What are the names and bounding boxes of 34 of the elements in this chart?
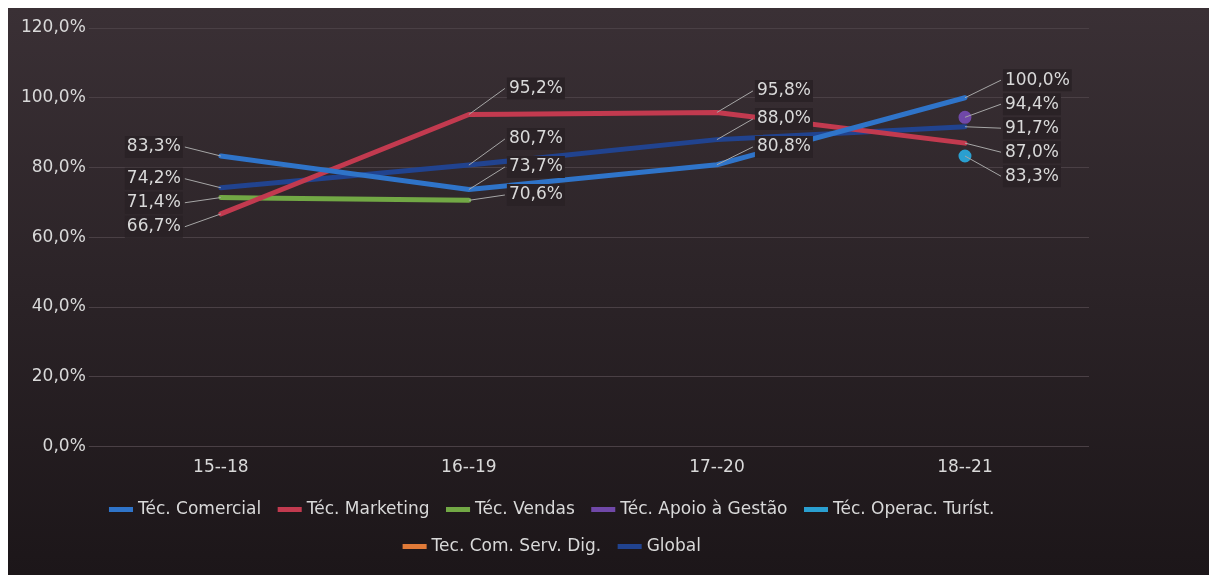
- data-label: 88,0%: [756, 107, 811, 128]
- legend-label: Global: [646, 534, 701, 555]
- data-label: 87,0%: [1004, 140, 1059, 161]
- y-tick-label: 120,0%: [20, 16, 86, 37]
- y-tick-label: 100,0%: [20, 86, 86, 107]
- legend-label: Téc. Marketing: [305, 497, 430, 518]
- data-label: 71,4%: [126, 191, 181, 212]
- y-tick-label: 20,0%: [31, 365, 86, 386]
- x-tick-label: 18--21: [937, 456, 993, 477]
- y-tick-label: 80,0%: [31, 155, 86, 176]
- data-label: 83,3%: [1004, 164, 1059, 185]
- y-tick-label: 60,0%: [31, 225, 86, 246]
- x-tick-label: 15--18: [193, 456, 249, 477]
- legend-label: Téc. Apoio à Gestão: [619, 497, 788, 518]
- x-tick-label: 17--20: [689, 456, 745, 477]
- data-label: 100,0%: [1004, 68, 1070, 89]
- data-label: 80,7%: [508, 127, 563, 148]
- x-tick-label: 16--19: [441, 456, 497, 477]
- data-label: 74,2%: [126, 167, 181, 188]
- legend-label: Téc. Comercial: [136, 497, 262, 518]
- data-label: 70,6%: [508, 183, 563, 204]
- data-label: 80,8%: [756, 135, 811, 156]
- legend-label: Téc. Vendas: [474, 497, 575, 518]
- data-label: 91,7%: [1004, 116, 1059, 137]
- y-tick-label: 0,0%: [42, 435, 86, 456]
- legend-label: Téc. Operac. Turíst.: [832, 497, 995, 518]
- y-tick-label: 40,0%: [31, 295, 86, 316]
- data-label: 83,3%: [126, 135, 181, 156]
- data-label: 95,2%: [508, 76, 563, 97]
- legend-label: Tec. Com. Serv. Dig.: [430, 534, 602, 555]
- data-label: 66,7%: [126, 215, 181, 236]
- data-label: 95,8%: [756, 79, 811, 100]
- data-label: 73,7%: [508, 155, 563, 176]
- data-label: 94,4%: [1004, 92, 1059, 113]
